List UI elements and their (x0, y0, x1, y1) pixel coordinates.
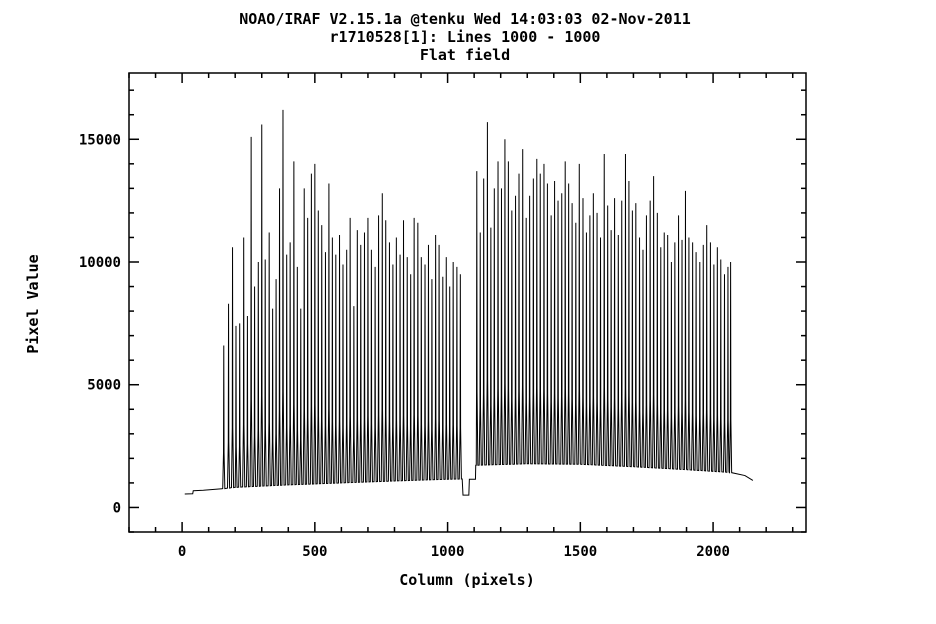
x-axis-label: Column (pixels) (399, 571, 534, 589)
y-tick-label: 10000 (79, 255, 121, 271)
x-tick-label: 1000 (431, 544, 465, 560)
plot-frame (128, 72, 807, 533)
y-tick-label: 5000 (87, 378, 121, 394)
y-axis-ticks: 0 5000 10000 15000 (79, 89, 806, 533)
x-axis-ticks: 0 500 1000 1500 2000 (128, 73, 794, 560)
x-tick-label: 500 (302, 544, 327, 560)
y-tick-label: 0 (113, 500, 121, 516)
plot-header-line2: r1710528[1]: Lines 1000 - 1000 (330, 28, 601, 46)
y-tick-label: 15000 (79, 132, 121, 148)
series-line (184, 109, 754, 496)
x-tick-label: 2000 (696, 544, 730, 560)
y-axis-label: Pixel Value (24, 254, 42, 353)
x-tick-label: 1500 (563, 544, 597, 560)
x-tick-label: 0 (178, 544, 186, 560)
plot-header-line1: NOAO/IRAF V2.15.1a @tenku Wed 14:03:03 0… (239, 10, 691, 28)
chart-title: Flat field (420, 46, 510, 64)
